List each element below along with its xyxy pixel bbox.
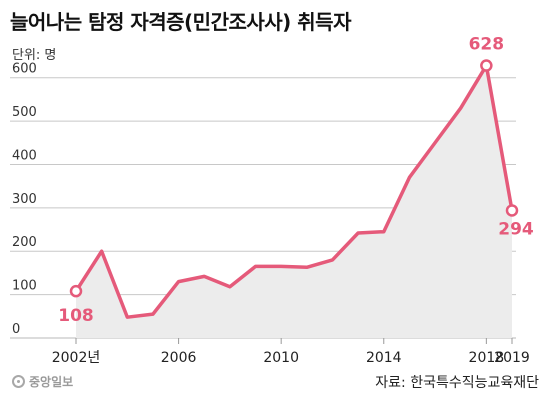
x-tick-label: 2006	[161, 350, 197, 366]
y-tick-label: 600	[12, 62, 37, 77]
x-tick-label: 2002년	[52, 350, 101, 366]
y-tick-label: 200	[12, 235, 37, 250]
publisher-logo: 중앙일보	[12, 373, 73, 390]
x-tick-label: 2014	[366, 350, 402, 366]
data-point-marker	[505, 204, 519, 217]
source-note: 자료: 한국특수직능교육재단	[375, 375, 539, 391]
point-layer	[69, 59, 519, 298]
y-tick-label: 500	[12, 105, 37, 120]
data-point-marker	[480, 59, 493, 72]
y-tick-label: 300	[12, 192, 37, 207]
series-line	[74, 63, 514, 319]
x-tick-label: 2010	[263, 350, 299, 366]
data-label: 108	[58, 306, 94, 326]
chart-title: 늘어나는 탐정 자격증(민간조사사) 취득자	[10, 10, 351, 34]
y-tick-label: 400	[12, 148, 37, 163]
label-layer: 108 628 294	[58, 35, 534, 327]
logo-text: 중앙일보	[29, 375, 74, 389]
x-tick-label: 2018	[469, 350, 505, 366]
x-tick-label: 2019	[494, 350, 530, 366]
y-tick-label: 0	[12, 322, 20, 337]
data-point-marker	[69, 284, 83, 298]
y-tick-label: 100	[12, 279, 37, 294]
logo-icon	[12, 375, 25, 388]
unit-label: 단위: 명	[12, 48, 57, 63]
area-fill	[76, 65, 512, 338]
data-label: 294	[498, 219, 534, 239]
data-label: 628	[469, 35, 505, 55]
